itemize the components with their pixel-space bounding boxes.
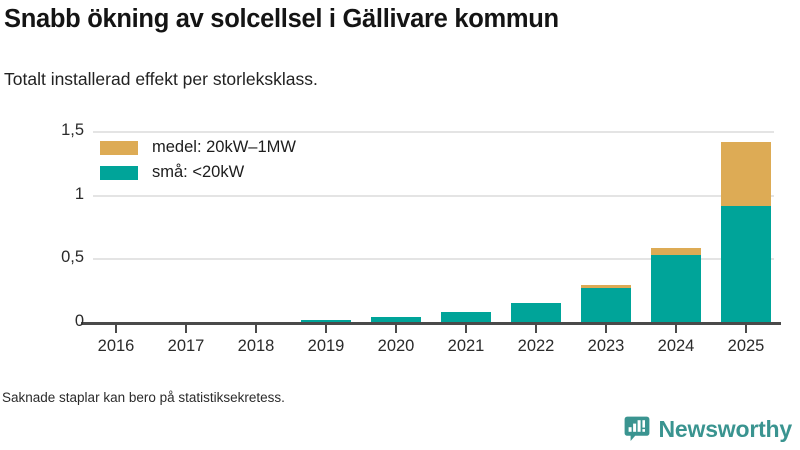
- x-axis-tick-mark: [255, 325, 257, 333]
- bar-stack-2021[interactable]: [441, 311, 491, 322]
- y-axis-tick-label: 0,5: [61, 248, 84, 267]
- x-axis-tick-label: 2017: [167, 337, 205, 355]
- y-axis-tick-label: 1,5: [61, 121, 84, 139]
- x-axis-tick-mark: [395, 325, 397, 333]
- x-axis-tick-label: 2018: [237, 337, 275, 355]
- legend-item-medium[interactable]: medel: 20kW–1MW: [100, 135, 296, 160]
- x-axis-tick-label: 2019: [307, 337, 345, 355]
- bar-segment-small[interactable]: [511, 302, 561, 322]
- legend-swatch-small: [100, 165, 138, 180]
- brand-name: Newsworthy: [658, 416, 793, 442]
- x-axis-tick-label: 2023: [587, 337, 625, 355]
- gridline: [93, 194, 774, 197]
- chart-footnote: Saknade staplar kan bero på statistiksek…: [2, 390, 285, 405]
- bar-segment-small[interactable]: [371, 316, 421, 322]
- bar-stack-2023[interactable]: [581, 285, 631, 322]
- legend-label-small: små: <20kW: [152, 163, 245, 181]
- y-axis-tick-label: 1: [74, 184, 84, 203]
- legend-item-small[interactable]: små: <20kW: [100, 160, 296, 185]
- bar-stack-2025[interactable]: [721, 142, 771, 322]
- x-axis-tick-label: 2020: [377, 337, 415, 355]
- x-axis-tick-mark: [115, 325, 117, 333]
- bar-segment-medium[interactable]: [651, 248, 701, 256]
- x-axis-tick-label: 2025: [727, 337, 765, 355]
- bar-stack-2019[interactable]: [301, 320, 351, 322]
- bar-segment-small[interactable]: [651, 255, 701, 322]
- bar-segment-small[interactable]: [721, 206, 771, 322]
- page-title: Snabb ökning av solcellsel i Gällivare k…: [4, 5, 559, 33]
- x-axis-tick-label: 2022: [517, 337, 555, 355]
- bar-segment-small[interactable]: [441, 311, 491, 322]
- y-axis-tick-label: 0: [74, 312, 84, 330]
- x-axis-tick-mark: [605, 325, 607, 333]
- x-axis-tick-mark: [465, 325, 467, 333]
- bar-segment-small[interactable]: [301, 320, 351, 322]
- x-axis-tick-mark: [325, 325, 327, 333]
- x-axis-tick-mark: [745, 325, 747, 333]
- x-axis-tick-label: 2021: [447, 337, 485, 355]
- brand-logo[interactable]: Newsworthy: [624, 414, 792, 444]
- bar-segment-medium[interactable]: [721, 142, 771, 207]
- bar-segment-medium[interactable]: [581, 285, 631, 289]
- bar-stack-2022[interactable]: [511, 302, 561, 322]
- gridline: [93, 258, 774, 261]
- x-axis-tick-mark: [675, 325, 677, 333]
- x-axis-tick-mark: [185, 325, 187, 333]
- legend-label-medium: medel: 20kW–1MW: [152, 138, 296, 156]
- x-axis-tick-mark: [535, 325, 537, 333]
- chart-legend: medel: 20kW–1MW små: <20kW: [100, 135, 296, 185]
- bar-stack-2024[interactable]: [651, 248, 701, 322]
- gridline: [93, 131, 774, 133]
- bar-chart-speech-bubble-icon: [624, 416, 650, 442]
- axis-baseline: [81, 322, 781, 325]
- x-axis-tick-label: 2024: [657, 337, 695, 355]
- chart-subtitle: Totalt installerad effekt per storlekskl…: [4, 69, 318, 89]
- bar-stack-2020[interactable]: [371, 316, 421, 322]
- x-axis-tick-label: 2016: [97, 337, 135, 355]
- legend-swatch-medium: [100, 140, 138, 155]
- bar-segment-small[interactable]: [581, 288, 631, 322]
